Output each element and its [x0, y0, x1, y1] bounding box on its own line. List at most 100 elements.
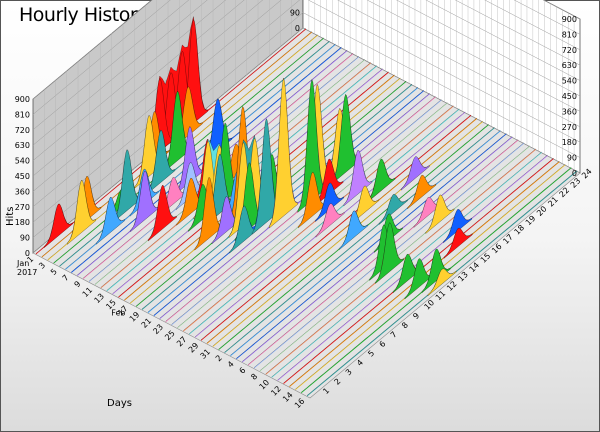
month-label: 2017: [17, 268, 37, 277]
series-peak: [95, 196, 125, 245]
series-peak: [378, 193, 408, 226]
y-tick-left: 270: [15, 203, 30, 212]
day-series-34: [230, 130, 501, 357]
y-tick-left: 540: [15, 157, 30, 166]
series-peak: [443, 227, 473, 259]
hour-tick: 8: [400, 320, 410, 330]
day-tick: 10: [258, 378, 272, 392]
day-series-26: [183, 105, 454, 332]
chart-gridlines: [32, 0, 581, 244]
x-axis-title: Days: [107, 398, 132, 409]
series-line: [224, 127, 495, 353]
month-label: Jan: [16, 259, 29, 268]
series-peak: [315, 182, 344, 223]
y-tick-left: 630: [15, 141, 30, 150]
series-peak: [407, 174, 437, 210]
series-area: [201, 114, 471, 341]
day-tick: 14: [281, 390, 295, 404]
y-tick-left: 360: [15, 187, 30, 196]
series-peak: [147, 185, 177, 242]
hour-tick: 2: [333, 377, 343, 387]
series-line: [236, 133, 507, 359]
day-tick: 21: [140, 316, 154, 330]
hour-tick: 1: [321, 386, 331, 396]
day-tick: 25: [163, 329, 177, 343]
day-tick: 19: [128, 310, 142, 324]
day-tick: 6: [238, 366, 248, 376]
day-tick: 29: [187, 341, 201, 355]
series-peak: [400, 156, 430, 191]
series-peak: [421, 248, 451, 294]
series-peak: [315, 203, 345, 238]
y-tick-right: 900: [562, 15, 577, 24]
y-tick-right: 360: [562, 107, 577, 116]
y-tick-right: 0: [572, 169, 577, 178]
series-peak: [443, 208, 473, 244]
series-peak: [130, 170, 160, 233]
day-tick: 5: [49, 267, 59, 277]
day-series-28: [194, 111, 466, 338]
day-series-47: [306, 170, 578, 397]
day-tick: 31: [199, 347, 213, 361]
series-peak: [375, 222, 404, 285]
series-peak: [146, 129, 176, 195]
day-tick: 23: [151, 322, 165, 336]
y-tick-right: 270: [562, 123, 577, 132]
hour-tick: 6: [378, 339, 388, 349]
series-peak: [343, 150, 373, 207]
series-peak: [427, 268, 457, 297]
y-axis-title: Hits: [5, 207, 16, 226]
day-series-40: [265, 148, 536, 375]
y-tick-right: 540: [562, 77, 577, 86]
series-peak: [366, 158, 396, 204]
day-tick: 27: [175, 335, 189, 349]
y-tick-back: 180: [285, 0, 300, 2]
series-line: [230, 130, 501, 356]
hour-tick: 7: [389, 330, 399, 340]
y-tick-left: 450: [15, 172, 30, 181]
y-tick-left: 0: [25, 249, 30, 258]
series-line: [200, 114, 472, 341]
day-series-35: [236, 133, 507, 360]
day-series-group: [35, 16, 578, 397]
day-tick: 1: [25, 255, 35, 265]
y-tick-right: 450: [562, 92, 577, 101]
day-series-25: [177, 102, 448, 329]
axis-labels: 0901802703604505406307208109000901802703…: [15, 0, 594, 410]
chart-title: Hourly History: [19, 4, 148, 26]
y-tick-left: 720: [15, 126, 30, 135]
day-tick: 2: [214, 353, 224, 363]
hour-tick: 24: [580, 167, 594, 181]
series-line: [206, 117, 478, 344]
day-tick: 8: [249, 372, 259, 382]
day-series-29: [200, 114, 472, 341]
series-peak: [314, 158, 344, 207]
day-tick: 3: [37, 261, 47, 271]
series-peak: [44, 203, 73, 249]
hour-tick: 9: [411, 311, 421, 321]
day-tick: 4: [226, 359, 236, 369]
hour-tick: 3: [344, 367, 354, 377]
day-tick: 16: [293, 397, 307, 411]
y-tick-left: 900: [15, 95, 30, 104]
series-peak: [67, 179, 96, 245]
day-tick: 9: [73, 279, 83, 289]
month-label: Feb: [111, 308, 125, 317]
y-tick-left: 180: [15, 218, 30, 227]
series-peak: [269, 77, 298, 229]
day-tick: 13: [92, 292, 106, 306]
series-peak: [175, 126, 205, 195]
y-tick-back: 0: [295, 24, 300, 33]
hour-tick: 4: [355, 358, 365, 368]
y-tick-left: 90: [20, 234, 30, 243]
y-tick-back: 90: [290, 9, 300, 18]
series-peak: [425, 194, 455, 235]
y-tick-right: 90: [567, 154, 577, 163]
day-tick: 11: [81, 285, 95, 299]
series-area: [236, 133, 507, 360]
y-tick-right: 720: [562, 46, 577, 55]
day-series-46: [301, 167, 572, 394]
y-tick-right: 180: [562, 138, 577, 147]
series-peak: [339, 210, 369, 251]
